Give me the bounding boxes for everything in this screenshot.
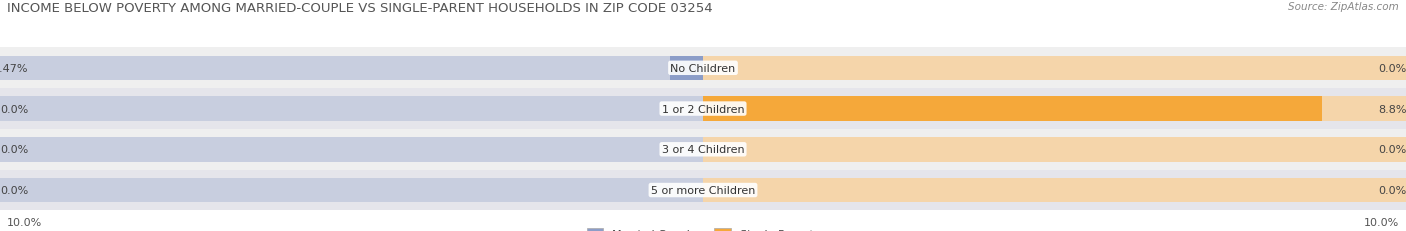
Text: Source: ZipAtlas.com: Source: ZipAtlas.com xyxy=(1288,2,1399,12)
Bar xyxy=(0,178,703,202)
Text: No Children: No Children xyxy=(671,64,735,73)
Bar xyxy=(703,97,1322,121)
Bar xyxy=(671,56,703,81)
Text: 0.0%: 0.0% xyxy=(0,104,28,114)
Bar xyxy=(703,137,1406,162)
Bar xyxy=(703,97,1406,121)
Text: 0.0%: 0.0% xyxy=(0,145,28,155)
Bar xyxy=(0,129,1406,170)
Text: 8.8%: 8.8% xyxy=(1378,104,1406,114)
Bar xyxy=(0,170,1406,210)
Text: INCOME BELOW POVERTY AMONG MARRIED-COUPLE VS SINGLE-PARENT HOUSEHOLDS IN ZIP COD: INCOME BELOW POVERTY AMONG MARRIED-COUPL… xyxy=(7,2,713,15)
Text: 0.0%: 0.0% xyxy=(1378,185,1406,195)
Bar xyxy=(703,178,1406,202)
Text: 1 or 2 Children: 1 or 2 Children xyxy=(662,104,744,114)
Text: 5 or more Children: 5 or more Children xyxy=(651,185,755,195)
Bar xyxy=(0,137,703,162)
Text: 0.0%: 0.0% xyxy=(0,185,28,195)
Text: 10.0%: 10.0% xyxy=(1364,217,1399,227)
Text: 0.47%: 0.47% xyxy=(0,64,28,73)
Bar xyxy=(0,48,1406,89)
Bar xyxy=(0,56,703,81)
Text: 0.0%: 0.0% xyxy=(1378,64,1406,73)
Legend: Married Couples, Single Parents: Married Couples, Single Parents xyxy=(582,224,824,231)
Bar xyxy=(703,56,1406,81)
Bar xyxy=(0,97,703,121)
Text: 10.0%: 10.0% xyxy=(7,217,42,227)
Bar xyxy=(0,89,1406,129)
Text: 0.0%: 0.0% xyxy=(1378,145,1406,155)
Text: 3 or 4 Children: 3 or 4 Children xyxy=(662,145,744,155)
